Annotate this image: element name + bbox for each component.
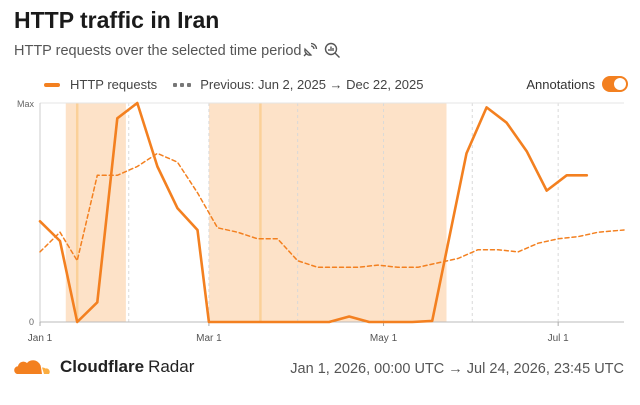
legend-swatch-solid	[44, 82, 60, 87]
legend-item-current[interactable]: HTTP requests	[44, 77, 157, 92]
legend-item-previous[interactable]: Previous: Jun 2, 2025 → Dec 22, 2025	[173, 77, 424, 92]
shaded-range-0	[65, 103, 126, 322]
annotations-label: Annotations	[526, 76, 595, 92]
x-tick-label: Jul 1	[548, 333, 570, 344]
brand-cloudflare: Cloudflare	[60, 357, 145, 376]
series-line-current	[38, 101, 589, 324]
annotations-toggle[interactable]	[602, 76, 628, 92]
x-tick-label: Jan 1	[28, 333, 53, 344]
x-tick-label: May 1	[370, 333, 398, 344]
date-range: Jan 1, 2026, 00:00 UTC → Jul 24, 2026, 2…	[290, 361, 624, 377]
chart-subtitle: HTTP requests over the selected time per…	[14, 43, 302, 59]
legend-label-current: HTTP requests	[70, 77, 158, 92]
chart-legend: HTTP requests Previous: Jun 2, 2025 → De…	[44, 77, 440, 92]
x-tick-label: Mar 1	[196, 333, 222, 344]
line-chart: 0 Max Jan 1 Mar 1 May 1 Jul 1	[17, 99, 625, 344]
annotations-control: Annotations	[526, 76, 628, 92]
chart-title: HTTP traffic in Iran	[14, 7, 220, 33]
footer-logo: Cloudflare Radar	[14, 357, 194, 377]
brand-name: Cloudflare Radar	[60, 357, 194, 377]
subtitle-icons	[302, 42, 341, 59]
satellite-icon[interactable]	[302, 42, 318, 59]
legend-label-previous: Previous: Jun 2, 2025 → Dec 22, 2025	[200, 77, 424, 92]
brand-product: Radar	[148, 357, 195, 376]
legend-swatch-dashed	[173, 82, 192, 87]
zoom-chart-icon[interactable]	[324, 42, 341, 59]
y-tick-label: 0	[29, 317, 34, 327]
y-tick-label: Max	[17, 99, 35, 109]
toggle-knob	[614, 78, 626, 90]
shaded-range-1	[208, 103, 447, 322]
cloudflare-logo-icon	[14, 360, 50, 374]
series-line-previous	[39, 152, 625, 269]
